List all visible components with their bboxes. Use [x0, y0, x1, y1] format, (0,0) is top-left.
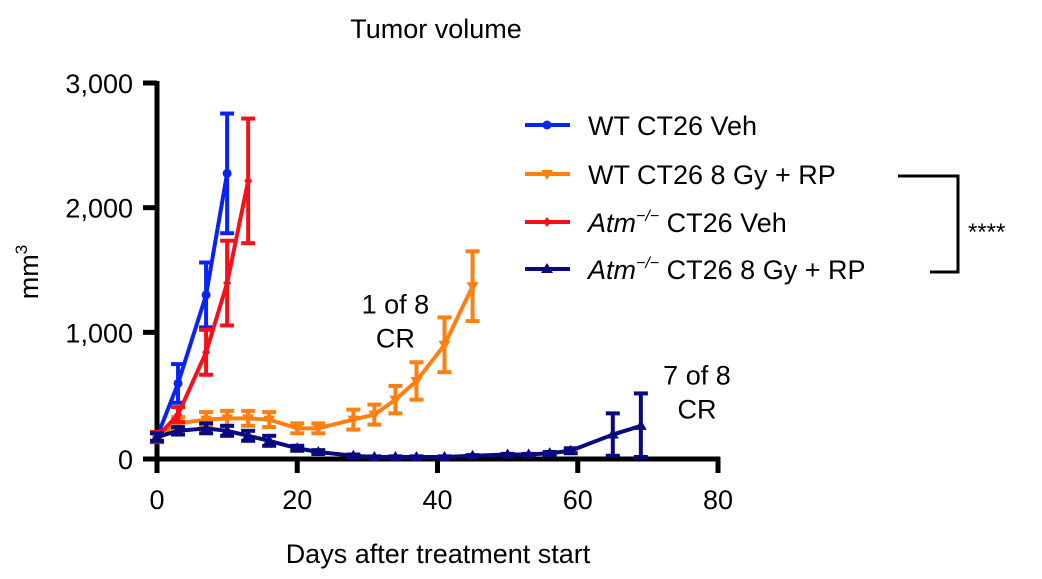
data-point — [222, 168, 232, 178]
x-tick-label: 80 — [703, 485, 733, 515]
legend-label-italic: Atm — [586, 255, 636, 285]
data-point — [522, 448, 535, 459]
data-point — [368, 410, 381, 421]
data-point — [312, 446, 325, 457]
data-point — [263, 434, 276, 445]
data-point — [263, 415, 276, 426]
legend-label: Atm−/− CT26 8 Gy + RP — [586, 255, 865, 285]
legend-label: Atm−/− CT26 Veh — [586, 208, 787, 238]
y-axis-label-sup: 3 — [12, 245, 31, 254]
legend-label: WT CT26 8 Gy + RP — [588, 160, 836, 190]
data-point — [410, 451, 423, 461]
legend-label: WT CT26 Veh — [588, 111, 757, 141]
data-point — [466, 282, 479, 293]
legend-label-rest: CT26 Veh — [659, 208, 787, 238]
legend-marker — [541, 263, 553, 273]
data-point — [221, 414, 234, 425]
data-point — [291, 442, 304, 453]
legend-item: WT CT26 Veh — [525, 111, 757, 141]
data-point — [634, 419, 647, 430]
series-line — [155, 173, 230, 438]
data-point — [347, 449, 360, 460]
legend-label-italic: Atm — [586, 208, 636, 238]
data-point — [606, 428, 619, 439]
data-point — [389, 451, 402, 461]
x-axis-label: Days after treatment start — [286, 539, 591, 569]
data-point — [312, 424, 325, 435]
data-point — [173, 378, 183, 388]
data-point — [223, 278, 232, 289]
y-tick-label: 2,000 — [65, 194, 133, 224]
data-point — [221, 424, 234, 435]
y-tick-label: 1,000 — [65, 318, 133, 348]
data-point — [151, 431, 163, 442]
data-point — [172, 424, 185, 435]
significance-bracket — [898, 174, 960, 274]
data-point — [368, 451, 381, 461]
legend-label-sup: −/− — [636, 255, 659, 272]
data-point — [389, 395, 402, 406]
y-axis-label: mm3 — [12, 245, 44, 299]
data-point — [291, 424, 304, 435]
x-tick-label: 0 — [149, 485, 164, 515]
annotation-line: CR — [677, 395, 716, 425]
data-point — [174, 409, 183, 420]
data-point — [200, 415, 213, 426]
annotation-line: 1 of 8 — [362, 290, 430, 320]
legend-label-sup: −/− — [636, 208, 659, 225]
data-point — [200, 422, 213, 433]
y-tick-label: 3,000 — [65, 69, 133, 99]
data-point — [202, 347, 211, 358]
annotation-line: 7 of 8 — [663, 361, 731, 391]
data-point — [564, 444, 577, 455]
legend-item: Atm−/− CT26 Veh — [525, 208, 787, 238]
data-point — [438, 451, 451, 461]
cr-annotation: 1 of 8 CR — [362, 290, 430, 354]
x-tick-label: 60 — [563, 485, 593, 515]
legend-marker — [543, 217, 551, 227]
legend-label-rest: CT26 8 Gy + RP — [659, 255, 865, 285]
data-point — [242, 414, 255, 425]
data-point — [244, 175, 253, 186]
y-axis-label-base: mm — [14, 254, 44, 299]
data-point — [410, 376, 423, 387]
data-point — [347, 415, 360, 426]
chart-title: Tumor volume — [350, 14, 522, 44]
x-tick-label: 20 — [282, 485, 312, 515]
significance-label: **** — [968, 219, 1005, 246]
annotation-line: CR — [376, 324, 415, 354]
data-point — [438, 340, 451, 351]
legend-marker — [542, 120, 552, 130]
y-tick-label: 0 — [118, 445, 133, 475]
x-tick-label: 40 — [422, 485, 452, 515]
series-1 — [150, 249, 480, 445]
series-3 — [150, 391, 648, 461]
series-0 — [150, 111, 235, 445]
data-point — [501, 448, 514, 459]
cr-annotation: 7 of 8 CR — [663, 361, 731, 425]
legend-item: Atm−/− CT26 8 Gy + RP — [525, 255, 865, 285]
legend-item: WT CT26 8 Gy + RP — [525, 160, 836, 190]
data-point — [543, 447, 556, 458]
series-2 — [150, 116, 256, 445]
data-point — [466, 449, 479, 460]
data-point — [242, 429, 255, 440]
data-point — [201, 290, 211, 300]
legend-marker — [541, 170, 553, 180]
